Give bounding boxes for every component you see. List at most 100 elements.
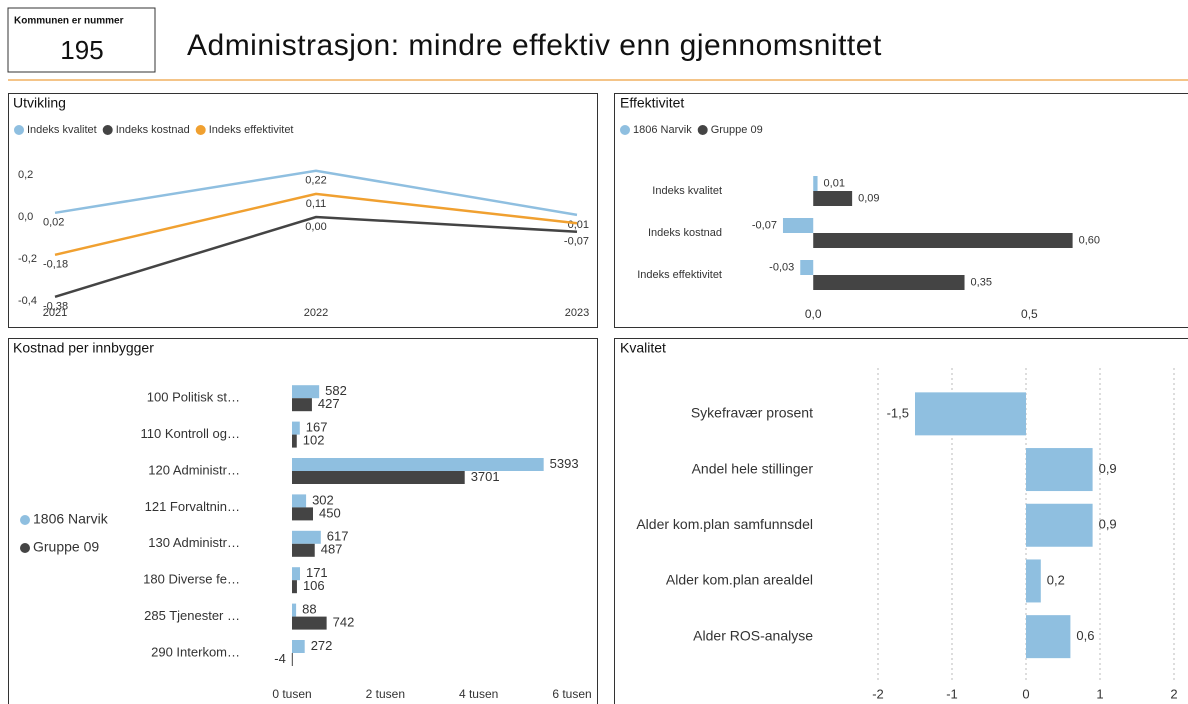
category-label: Alder kom.plan samfunnsdel bbox=[636, 516, 813, 532]
data-label: 0,9 bbox=[1099, 517, 1117, 532]
bar bbox=[292, 640, 305, 653]
data-label: -0,07 bbox=[564, 236, 589, 248]
header-number: 195 bbox=[60, 35, 103, 65]
legend-marker bbox=[697, 125, 708, 135]
x-tick-label: 2 tusen bbox=[366, 687, 405, 701]
data-label: 0,09 bbox=[858, 192, 879, 204]
x-tick-label: 0,5 bbox=[1021, 307, 1038, 321]
bar bbox=[800, 260, 814, 275]
series-line bbox=[54, 192, 578, 257]
data-label: 0,01 bbox=[824, 177, 845, 189]
header-box bbox=[7, 7, 156, 73]
data-label: 88 bbox=[302, 602, 316, 617]
panel-title: Utvikling bbox=[13, 95, 66, 111]
page-title: Administrasjon: mindre effektiv enn gjen… bbox=[187, 29, 882, 62]
legend-label: 1806 Narvik bbox=[633, 124, 692, 136]
legend-marker bbox=[102, 125, 113, 135]
legend-marker bbox=[620, 125, 630, 135]
data-label: -4 bbox=[274, 651, 286, 666]
category-label: Indeks effektivitet bbox=[637, 269, 722, 281]
series-line bbox=[54, 169, 578, 217]
data-label: 0,60 bbox=[1079, 234, 1100, 246]
bar bbox=[813, 176, 818, 191]
legend-label: Indeks kostnad bbox=[116, 124, 190, 136]
panel-title: Kvalitet bbox=[620, 340, 666, 356]
bar bbox=[292, 385, 320, 399]
data-label: 3701 bbox=[471, 469, 500, 484]
bar bbox=[292, 434, 297, 448]
x-tick-label: 6 tusen bbox=[552, 687, 591, 701]
legend-label: Indeks effektivitet bbox=[209, 124, 294, 136]
legend-marker bbox=[14, 125, 24, 135]
legend-marker bbox=[20, 543, 30, 553]
data-label: 0,02 bbox=[43, 217, 64, 229]
bar bbox=[1026, 503, 1093, 547]
data-label: 450 bbox=[319, 505, 341, 520]
y-tick-label: -0,4 bbox=[18, 295, 37, 307]
bar bbox=[1026, 615, 1071, 659]
data-label: 0,9 bbox=[1099, 461, 1117, 476]
bar bbox=[292, 580, 297, 594]
x-tick-label: -2 bbox=[872, 686, 884, 701]
data-label: 582 bbox=[325, 383, 347, 398]
bar bbox=[782, 218, 814, 233]
data-label: 742 bbox=[333, 615, 355, 630]
bar bbox=[813, 233, 1073, 248]
x-tick-label: 0 tusen bbox=[272, 687, 311, 701]
data-label: 0,01 bbox=[568, 219, 589, 231]
category-label: Sykefravær prosent bbox=[691, 405, 813, 421]
legend-label: Gruppe 09 bbox=[33, 539, 99, 555]
panel-title: Effektivitet bbox=[620, 95, 684, 111]
bar bbox=[1026, 559, 1041, 603]
data-label: 487 bbox=[321, 542, 343, 557]
data-label: 427 bbox=[318, 396, 340, 411]
bar bbox=[292, 616, 327, 630]
bar bbox=[292, 507, 313, 521]
x-tick-label: 0,0 bbox=[805, 307, 822, 321]
data-label: 167 bbox=[306, 420, 328, 435]
bar bbox=[291, 653, 293, 666]
legend-label: Gruppe 09 bbox=[711, 124, 763, 136]
category-label: Alder kom.plan arealdel bbox=[666, 572, 813, 588]
bar bbox=[292, 494, 307, 508]
bar bbox=[292, 421, 300, 435]
x-tick-label: 2022 bbox=[304, 307, 328, 319]
x-tick-label: 4 tusen bbox=[459, 687, 498, 701]
category-label: Indeks kvalitet bbox=[652, 185, 722, 197]
x-tick-label: 1 bbox=[1096, 686, 1103, 701]
legend-marker bbox=[20, 515, 30, 525]
data-label: 0,2 bbox=[1047, 572, 1065, 587]
data-label: 0,11 bbox=[306, 198, 327, 210]
category-label: Indeks kostnad bbox=[648, 227, 722, 239]
data-label: -0,07 bbox=[752, 219, 777, 231]
data-label: 0,00 bbox=[305, 221, 326, 233]
legend-label: 1806 Narvik bbox=[33, 511, 109, 527]
data-label: 171 bbox=[306, 565, 328, 580]
bar bbox=[292, 458, 544, 471]
data-label: 302 bbox=[312, 492, 334, 507]
series-line bbox=[54, 215, 578, 298]
category-label: 100 Politisk st… bbox=[147, 390, 240, 405]
data-label: 0,35 bbox=[971, 276, 992, 288]
x-tick-label: 2021 bbox=[43, 307, 67, 319]
category-label: 120 Administr… bbox=[148, 462, 240, 477]
category-label: 290 Interkom… bbox=[151, 644, 240, 659]
x-tick-label: -1 bbox=[946, 686, 958, 701]
bar bbox=[813, 191, 853, 206]
data-label: 106 bbox=[303, 578, 325, 593]
bar bbox=[292, 543, 315, 557]
category-label: Alder ROS-analyse bbox=[693, 627, 813, 643]
x-tick-label: 2023 bbox=[565, 307, 589, 319]
panel-title: Kostnad per innbygger bbox=[13, 340, 154, 356]
data-label: -0,18 bbox=[43, 259, 68, 271]
bar bbox=[1026, 448, 1093, 492]
category-label: Andel hele stillinger bbox=[692, 460, 814, 476]
data-label: 5393 bbox=[550, 456, 579, 471]
bar bbox=[292, 530, 321, 544]
category-label: 285 Tjenester … bbox=[144, 608, 240, 623]
category-label: 180 Diverse fe… bbox=[143, 572, 240, 587]
data-label: 0,22 bbox=[305, 175, 326, 187]
category-label: 110 Kontroll og… bbox=[141, 426, 241, 441]
legend-label: Indeks kvalitet bbox=[27, 124, 97, 136]
